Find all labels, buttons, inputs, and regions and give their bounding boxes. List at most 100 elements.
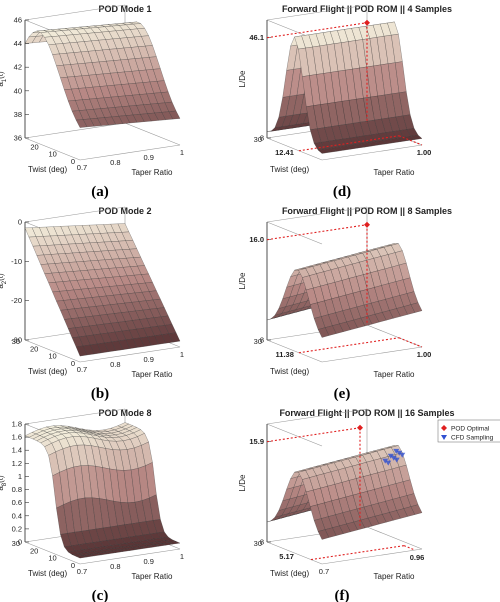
twist-tick-label: 20	[30, 142, 38, 151]
cfd-sample-marker	[385, 460, 392, 466]
cfd-sample-marker	[387, 453, 394, 459]
axis-frame-line	[266, 423, 323, 447]
optimum-guide-line	[310, 545, 405, 561]
z-tick-label: 8	[260, 134, 264, 143]
panel-letter-label: (f)	[335, 588, 350, 602]
z-tick-label: 38	[14, 110, 22, 119]
axis-frame-line	[79, 346, 181, 363]
panel-letter-label: (e)	[334, 386, 351, 402]
twist-tick-label: 30	[12, 337, 20, 346]
surface-patch	[168, 332, 181, 343]
z-tick-label: 0	[18, 218, 22, 227]
twist-axis-label: Twist (deg)	[28, 367, 67, 376]
axis-frame-line	[24, 339, 81, 363]
panel-f: Forward Flight || POD ROM || 16 Samples8…	[238, 408, 500, 602]
legend-marker-diamond	[441, 425, 447, 431]
z-tick-label: 0.2	[12, 524, 22, 533]
taper-tick-label: 0.7	[319, 567, 329, 576]
z-tick-label: 1.6	[12, 433, 22, 442]
axis-frame-line	[24, 122, 126, 139]
z-tick-label: 8	[260, 538, 264, 547]
axis-frame-line	[266, 4, 368, 21]
twist-tick-label: 30	[12, 539, 20, 548]
z-tick-label: 42	[14, 63, 22, 72]
twist-axis-label: Twist (deg)	[28, 165, 67, 174]
z-tick-label: 44	[14, 39, 22, 48]
axis-frame-line	[24, 4, 126, 21]
taper-tick-label: 0.7	[77, 163, 87, 172]
axis-frame-line	[24, 206, 126, 223]
twist-tick-label: 5.17	[279, 552, 294, 561]
z-axis-label: L/De	[238, 70, 247, 87]
taper-tick-label: 0.7	[77, 365, 87, 374]
cfd-sample-marker	[393, 448, 400, 454]
panel-letter-label: (a)	[91, 184, 109, 200]
taper-tick-label: 0.8	[110, 158, 120, 167]
taper-tick-label: 0.8	[110, 562, 120, 571]
z-tick-label: 0	[18, 538, 22, 547]
panel-letter-label: (b)	[91, 386, 109, 402]
z-axis-label: L/De	[238, 474, 247, 491]
twist-axis-label: Twist (deg)	[270, 165, 309, 174]
taper-tick-label: 1	[180, 148, 184, 157]
axis-frame-line	[266, 339, 323, 363]
axis-frame-line	[266, 137, 323, 161]
taper-tick-label: 1	[180, 350, 184, 359]
taper-tick-label: 0.96	[410, 553, 425, 562]
twist-tick-label: 11.38	[276, 350, 294, 359]
surface-patch	[410, 504, 423, 515]
taper-tick-label: 0.9	[143, 153, 153, 162]
z-tick-label: 0.4	[12, 511, 22, 520]
z-tick-label: 1	[18, 472, 22, 481]
taper-axis-label: Taper Ratio	[374, 572, 415, 581]
twist-tick-label: 0	[71, 157, 75, 166]
legend-marker-triangle	[441, 435, 447, 440]
z-tick-label: 1.8	[12, 420, 22, 429]
twist-tick-label: 30	[254, 539, 262, 548]
taper-axis-label: Taper Ratio	[132, 370, 173, 379]
axis-frame-line	[79, 548, 181, 565]
z-tick-label: 0.8	[12, 485, 22, 494]
twist-tick-label: 0	[71, 561, 75, 570]
z-tick-label: 15.9	[249, 437, 264, 446]
axis-frame-line	[266, 206, 368, 223]
axis-frame-line	[79, 144, 181, 161]
axis-frame-line	[366, 324, 423, 348]
panel-letter-label: (c)	[92, 588, 109, 602]
taper-tick-label: 0.9	[143, 557, 153, 566]
axis-frame-line	[321, 346, 423, 363]
axis-frame-line	[124, 122, 181, 146]
z-tick-label: -10	[11, 257, 22, 266]
twist-tick-label: 30	[254, 337, 262, 346]
twist-tick-label: 12.41	[275, 148, 294, 157]
z-tick-label: 40	[14, 86, 22, 95]
z-axis-label: a8(t)	[0, 475, 8, 491]
cfd-sample-marker	[393, 457, 400, 463]
z-tick-label: 36	[14, 134, 22, 143]
cfd-sample-marker	[390, 455, 397, 461]
z-axis-label: a2(t)	[0, 273, 8, 289]
twist-tick-label: 30	[254, 135, 262, 144]
taper-tick-label: 0.9	[143, 355, 153, 364]
z-axis-label: a1(t)	[0, 71, 8, 87]
z-tick-label: -30	[11, 336, 22, 345]
z-tick-label: 46	[14, 16, 22, 25]
twist-tick-label: 10	[48, 554, 56, 563]
surface-patch	[410, 302, 423, 313]
twist-tick-label: 20	[30, 344, 38, 353]
cfd-sample-marker	[396, 450, 403, 456]
twist-tick-label: 20	[30, 546, 38, 555]
twist-tick-label: 0	[71, 359, 75, 368]
optimum-guide-line	[398, 337, 423, 348]
surface-patch	[168, 541, 181, 545]
optimum-marker	[364, 221, 370, 228]
axis-frame-line	[321, 144, 423, 161]
z-tick-label: 16.0	[249, 235, 264, 244]
optimum-marker	[357, 424, 363, 431]
z-tick-label: 46.1	[249, 33, 264, 42]
z-tick-label: 1.2	[12, 459, 22, 468]
twist-axis-label: Twist (deg)	[270, 367, 309, 376]
twist-axis-label: Twist (deg)	[270, 569, 309, 578]
